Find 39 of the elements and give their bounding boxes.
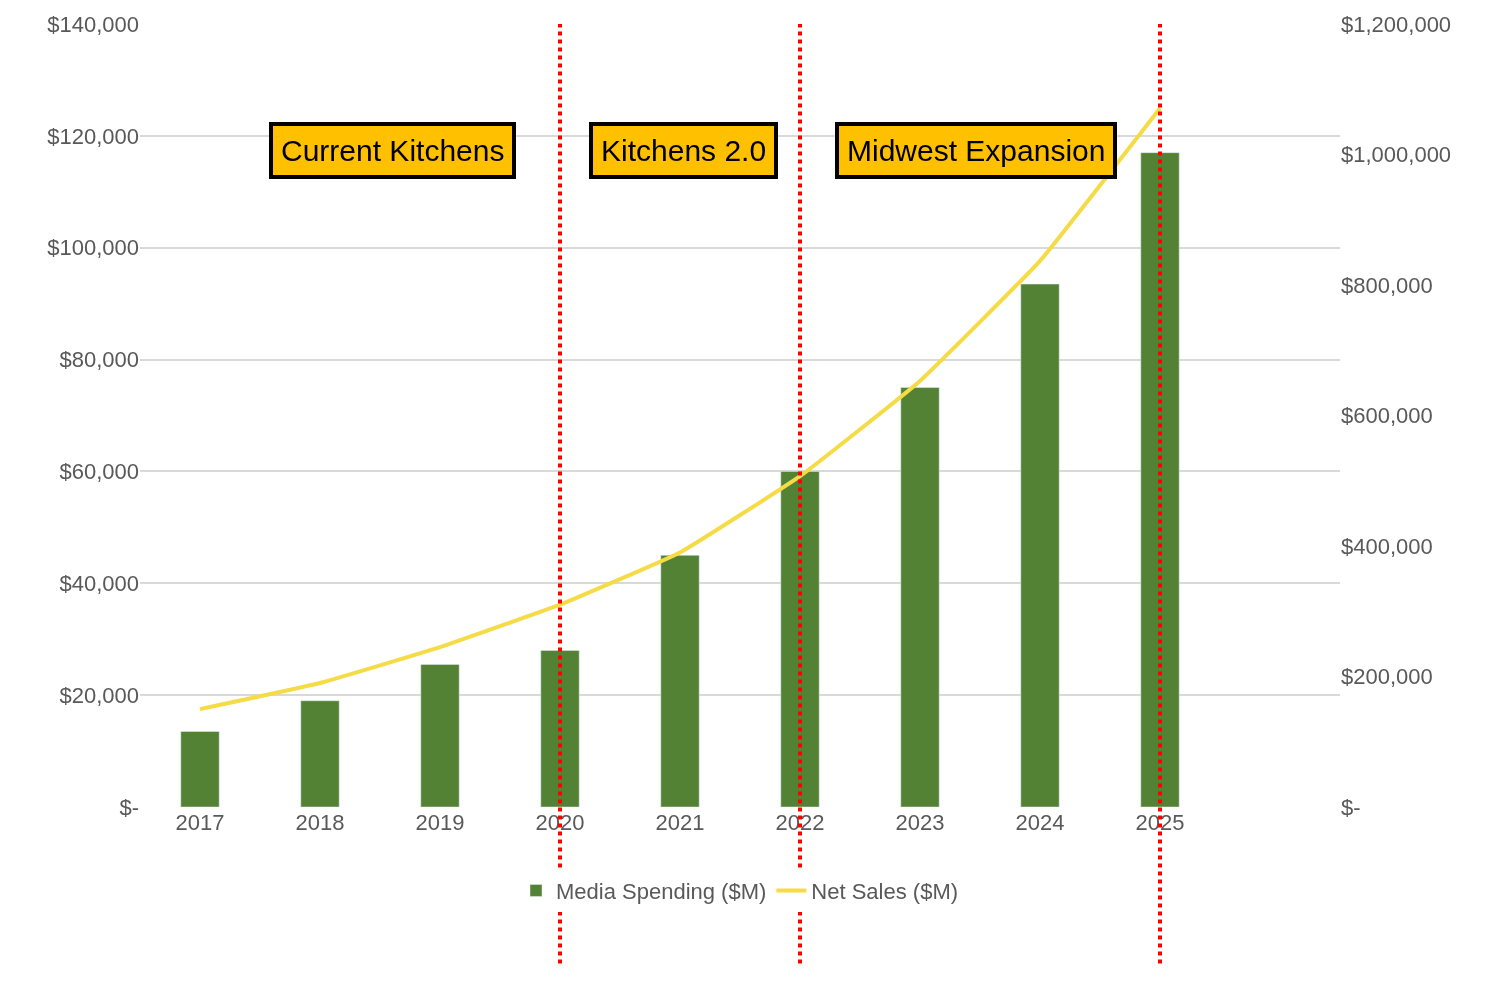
x-tick-label: 2020: [535, 810, 585, 835]
bar: [420, 664, 460, 807]
bar: [540, 650, 580, 807]
legend-label: Net Sales ($M): [811, 879, 959, 905]
x-tick-label: 2023: [895, 810, 945, 835]
y2-tick-label: $-: [1341, 794, 1361, 820]
annotation: Kitchens 2.0: [601, 134, 767, 167]
x-tick-label: 2025: [1135, 810, 1185, 835]
bar: [900, 387, 940, 807]
x-tick-label: 2017: [175, 810, 225, 835]
bar: [300, 700, 340, 807]
x-tick-label: 2019: [415, 810, 465, 835]
y-tick-label: $140,000: [47, 11, 139, 37]
x-tick-label: 2018: [295, 810, 345, 835]
x-tick-label: 2022: [775, 810, 825, 835]
y-tick-label: $100,000: [47, 235, 139, 261]
y-tick-label: $120,000: [47, 123, 139, 149]
y-tick-label: $20,000: [59, 682, 139, 708]
y-tick-label: $40,000: [59, 570, 139, 596]
x-tick-label: 2021: [655, 810, 705, 835]
bar: [1020, 283, 1060, 807]
legend-label: Media Spending ($M): [556, 879, 767, 905]
bar: [660, 555, 700, 807]
y2-tick-label: $600,000: [1341, 403, 1433, 429]
annotation: Midwest Expansion: [847, 134, 1106, 167]
y2-tick-label: $400,000: [1341, 533, 1433, 559]
y2-tick-label: $1,200,000: [1341, 11, 1452, 37]
bar: [180, 731, 220, 807]
line-series: [198, 106, 1162, 712]
y2-tick-label: $200,000: [1341, 664, 1433, 690]
bar: [780, 471, 820, 807]
y-tick-label: $80,000: [59, 347, 139, 373]
y2-tick-label: $1,000,000: [1341, 142, 1452, 168]
annotation: Current Kitchens: [281, 134, 505, 167]
y2-tick-label: $800,000: [1341, 272, 1433, 298]
y-tick-label: $60,000: [59, 459, 139, 485]
y-tick-label: $-: [119, 794, 139, 820]
bar: [1140, 152, 1180, 807]
x-tick-label: 2024: [1015, 810, 1065, 835]
